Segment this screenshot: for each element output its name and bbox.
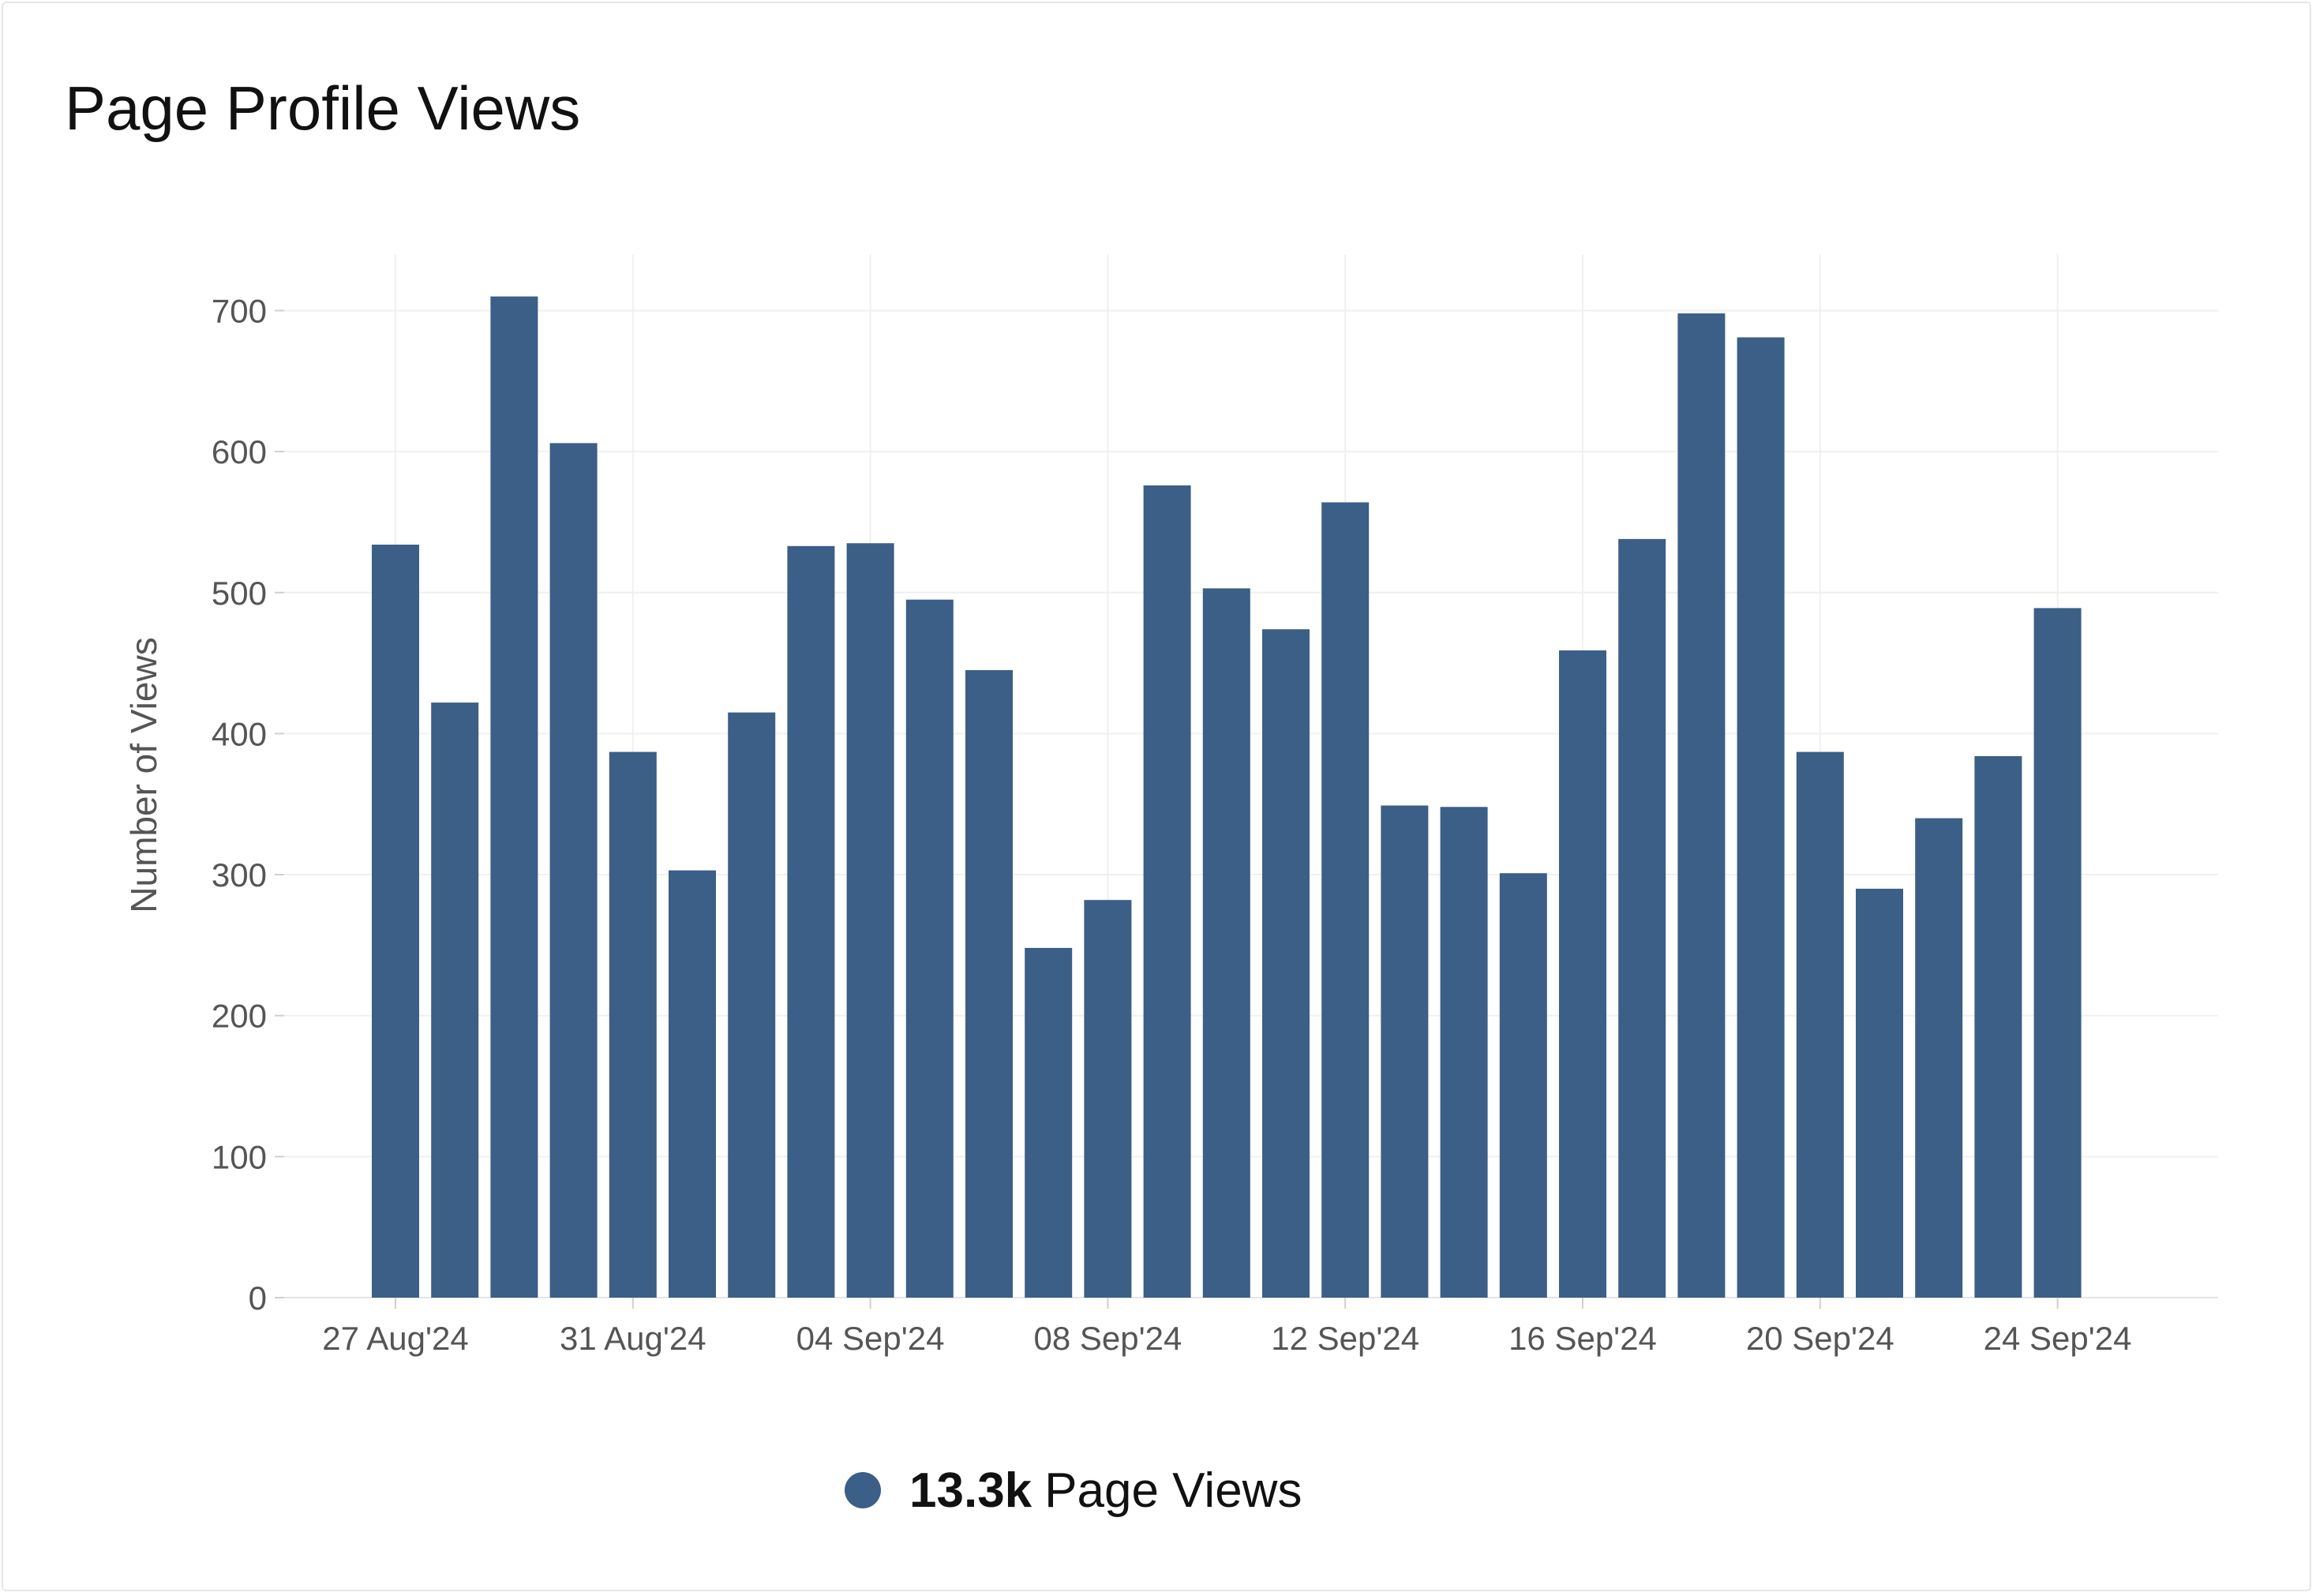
bar[interactable]: 30 Aug'24: 606	[549, 443, 598, 1298]
y-tick-label: 100	[212, 1138, 267, 1175]
y-axis-label: Number of Views	[123, 637, 164, 912]
bar[interactable]: 05 Sep'24: 495	[905, 599, 954, 1298]
x-tick-label: 24 Sep'24	[1984, 1320, 2132, 1357]
bar[interactable]: 29 Aug'24: 710	[490, 296, 538, 1298]
legend-dot-icon	[845, 1472, 881, 1508]
bar[interactable]: 03 Sep'24: 533	[787, 545, 835, 1298]
x-tick-label: 16 Sep'24	[1508, 1320, 1657, 1357]
y-tick-label: 200	[212, 998, 267, 1035]
bar[interactable]: 16 Sep'24: 459	[1559, 650, 1606, 1298]
x-tick-label: 27 Aug'24	[322, 1320, 469, 1357]
page-title: Page Profile Views	[65, 73, 581, 143]
bar[interactable]: 23 Sep'24: 384	[1974, 755, 2022, 1298]
bar[interactable]: 19 Sep'24: 681	[1737, 337, 1785, 1298]
bar[interactable]: 15 Sep'24: 301	[1499, 873, 1547, 1298]
y-tick-label: 0	[249, 1279, 267, 1317]
bar[interactable]: 14 Sep'24: 348	[1440, 807, 1488, 1298]
bar[interactable]: 31 Aug'24: 387	[609, 751, 657, 1298]
x-tick-label: 12 Sep'24	[1271, 1320, 1419, 1357]
bar[interactable]: 06 Sep'24: 445	[965, 670, 1013, 1298]
x-axis-ticks: 27 Aug'24 31 Aug'24 04 Sep'24 08 Sep'24 12 S…	[322, 1298, 2132, 1357]
y-tick-label: 500	[212, 575, 267, 612]
bar[interactable]: 28 Aug'24: 422	[431, 702, 479, 1298]
y-tick-label: 400	[212, 715, 267, 752]
legend: 13.3k Page Views	[845, 1459, 1302, 1522]
bar[interactable]: 11 Sep'24: 474	[1262, 629, 1310, 1298]
bar[interactable]: 12 Sep'24: 564	[1321, 502, 1370, 1298]
bar[interactable]: 02 Sep'24: 415	[728, 712, 776, 1298]
bar[interactable]: 07 Sep'24: 248	[1025, 947, 1073, 1298]
bar[interactable]: 21 Sep'24: 290	[1856, 888, 1903, 1298]
x-tick-label: 08 Sep'24	[1033, 1320, 1182, 1357]
bar[interactable]: 01 Sep'24: 303	[669, 870, 716, 1298]
bar[interactable]: 04 Sep'24: 535	[846, 543, 894, 1298]
legend-label: Page Views	[1044, 1463, 1302, 1518]
bar[interactable]: 27 Aug'24: 534	[372, 545, 419, 1298]
bar[interactable]: 20 Sep'24: 387	[1796, 751, 1844, 1298]
legend-total: 13.3k	[909, 1463, 1032, 1518]
bar[interactable]: 17 Sep'24: 538	[1618, 538, 1666, 1298]
bar[interactable]: 18 Sep'24: 698	[1677, 313, 1726, 1298]
x-tick-label: 20 Sep'24	[1746, 1320, 1894, 1357]
x-tick-label: 31 Aug'24	[560, 1320, 706, 1357]
bars: 27 Aug'24: 534 28 Aug'24: 42229 Aug'24: 7…	[372, 296, 2082, 1298]
x-tick-label: 04 Sep'24	[796, 1320, 945, 1357]
bar[interactable]: 08 Sep'24: 282	[1084, 900, 1132, 1298]
y-tick-label: 700	[212, 292, 267, 329]
bar[interactable]: 09 Sep'24: 576	[1143, 485, 1191, 1298]
y-tick-label: 600	[212, 433, 267, 470]
bar[interactable]: 22 Sep'24: 340	[1915, 818, 1963, 1298]
y-tick-label: 300	[212, 856, 267, 894]
bar[interactable]: 10 Sep'24: 503	[1202, 588, 1250, 1298]
y-axis-ticks: 0 100 200 300 400 500 600 700	[212, 292, 284, 1317]
bar[interactable]: 13 Sep'24: 349	[1381, 805, 1429, 1298]
bar[interactable]: 24 Sep'24: 489	[2033, 608, 2082, 1298]
